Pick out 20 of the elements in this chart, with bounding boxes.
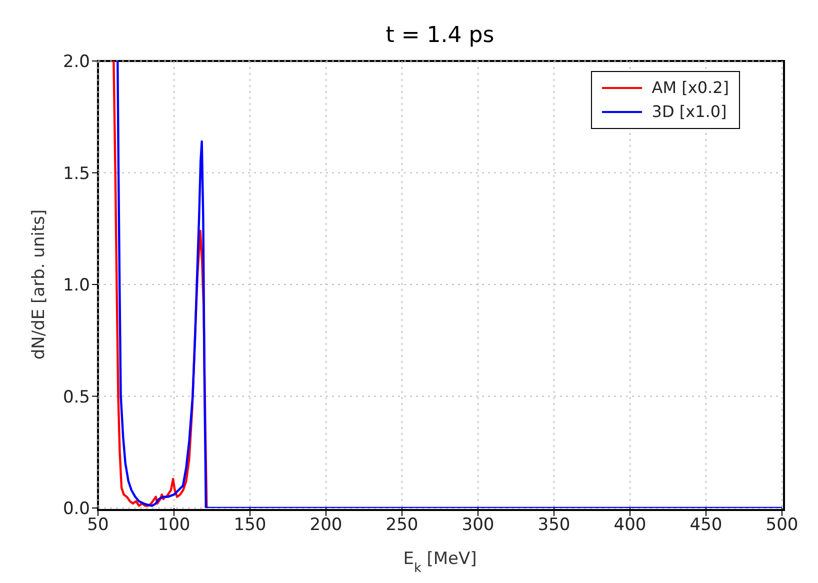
x-tick-label: 350 xyxy=(538,515,570,536)
y-tick-label: 0.5 xyxy=(62,387,90,408)
x-tick-label: 100 xyxy=(158,515,190,536)
x-tick-label: 500 xyxy=(766,515,798,536)
chart-title: t = 1.4 ps xyxy=(386,23,494,48)
y-tick-label: 1.5 xyxy=(62,164,90,184)
x-tick-label: 50 xyxy=(87,515,109,536)
y-tick-label: 1.0 xyxy=(62,276,90,296)
y-tick-label: 2.0 xyxy=(62,52,90,72)
legend-label: AM [x0.2] xyxy=(652,77,729,99)
x-tick-label: 300 xyxy=(462,515,494,536)
x-axis-title: E$_{k}$ [MeV] xyxy=(403,549,477,576)
x-tick-label: 400 xyxy=(614,515,646,536)
x-tick-label: 250 xyxy=(386,515,418,536)
y-tick-label: 0.0 xyxy=(62,499,90,520)
legend-label: 3D [x1.0] xyxy=(652,101,727,123)
x-tick-label: 200 xyxy=(310,515,342,536)
x-tick-label: 450 xyxy=(690,515,722,536)
y-axis-title: dN/dE [arb. units] xyxy=(29,209,49,360)
x-tick-label: 150 xyxy=(234,515,266,536)
